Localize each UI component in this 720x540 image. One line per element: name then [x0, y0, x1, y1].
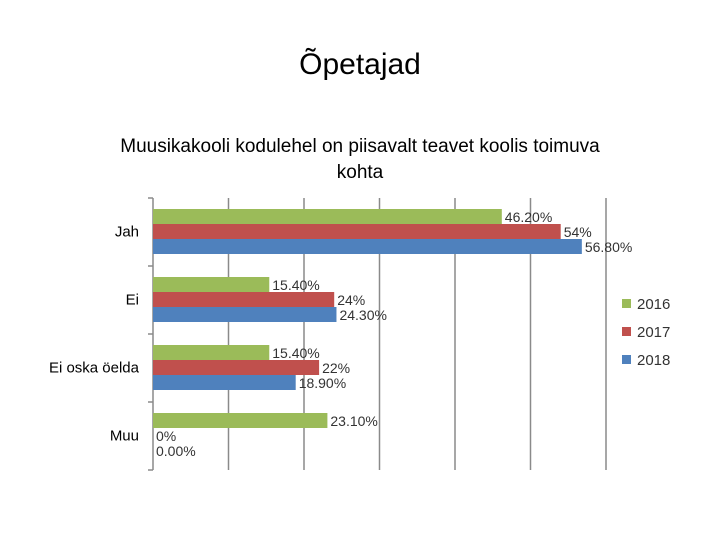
legend-swatch-2016 — [622, 299, 631, 308]
value-label-2016-1: 15.40% — [272, 277, 319, 293]
category-label-1: Ei — [126, 292, 139, 309]
value-label-2017-2: 22% — [322, 360, 350, 376]
value-label-2016-0: 46.20% — [505, 209, 552, 225]
value-label-2018-0: 56.80% — [585, 239, 632, 255]
value-label-2017-3: 0% — [156, 428, 176, 444]
legend-swatch-2017 — [622, 327, 631, 336]
value-label-2016-3: 23.10% — [330, 413, 377, 429]
legend-label-2018: 2018 — [637, 352, 670, 369]
legend-label-2016: 2016 — [637, 296, 670, 313]
legend-swatch-2018 — [622, 355, 631, 364]
bar-2016-1 — [153, 277, 270, 292]
category-labels: Jah Ei Ei oska öelda Muu — [49, 224, 140, 445]
bar-2016-3 — [153, 413, 328, 428]
value-label-2018-3: 0.00% — [156, 443, 196, 459]
legend-label-2017: 2017 — [637, 324, 670, 341]
value-label-2018-1: 24.30% — [339, 307, 386, 323]
slide-title: Õpetajad — [299, 48, 421, 81]
bar-2016-2 — [153, 345, 270, 360]
value-label-2016-2: 15.40% — [272, 345, 319, 361]
chart-title-line-2: kohta — [336, 162, 384, 183]
bar-2018-0 — [153, 239, 582, 254]
value-label-2017-1: 24% — [337, 292, 365, 308]
bar-2018-2 — [153, 375, 296, 390]
bar-2017-2 — [153, 360, 320, 375]
legend: 2016 2017 2018 — [622, 296, 670, 369]
chart-title: Muusikakooli kodulehel on piisavalt teav… — [100, 134, 620, 186]
category-label-3: Muu — [110, 428, 139, 445]
bars — [153, 209, 582, 428]
bar-2017-0 — [153, 224, 561, 239]
bar-2016-0 — [153, 209, 502, 224]
value-label-2018-2: 18.90% — [299, 375, 346, 391]
category-label-0: Jah — [115, 224, 139, 241]
bar-2018-1 — [153, 307, 337, 322]
bar-2017-1 — [153, 292, 335, 307]
category-label-2: Ei oska öelda — [49, 360, 140, 377]
value-label-2017-0: 54% — [564, 224, 592, 240]
chart-title-line-1: Muusikakooli kodulehel on piisavalt teav… — [120, 136, 600, 157]
value-labels: 46.20%54%56.80%15.40%24%24.30%15.40%22%1… — [156, 209, 632, 459]
